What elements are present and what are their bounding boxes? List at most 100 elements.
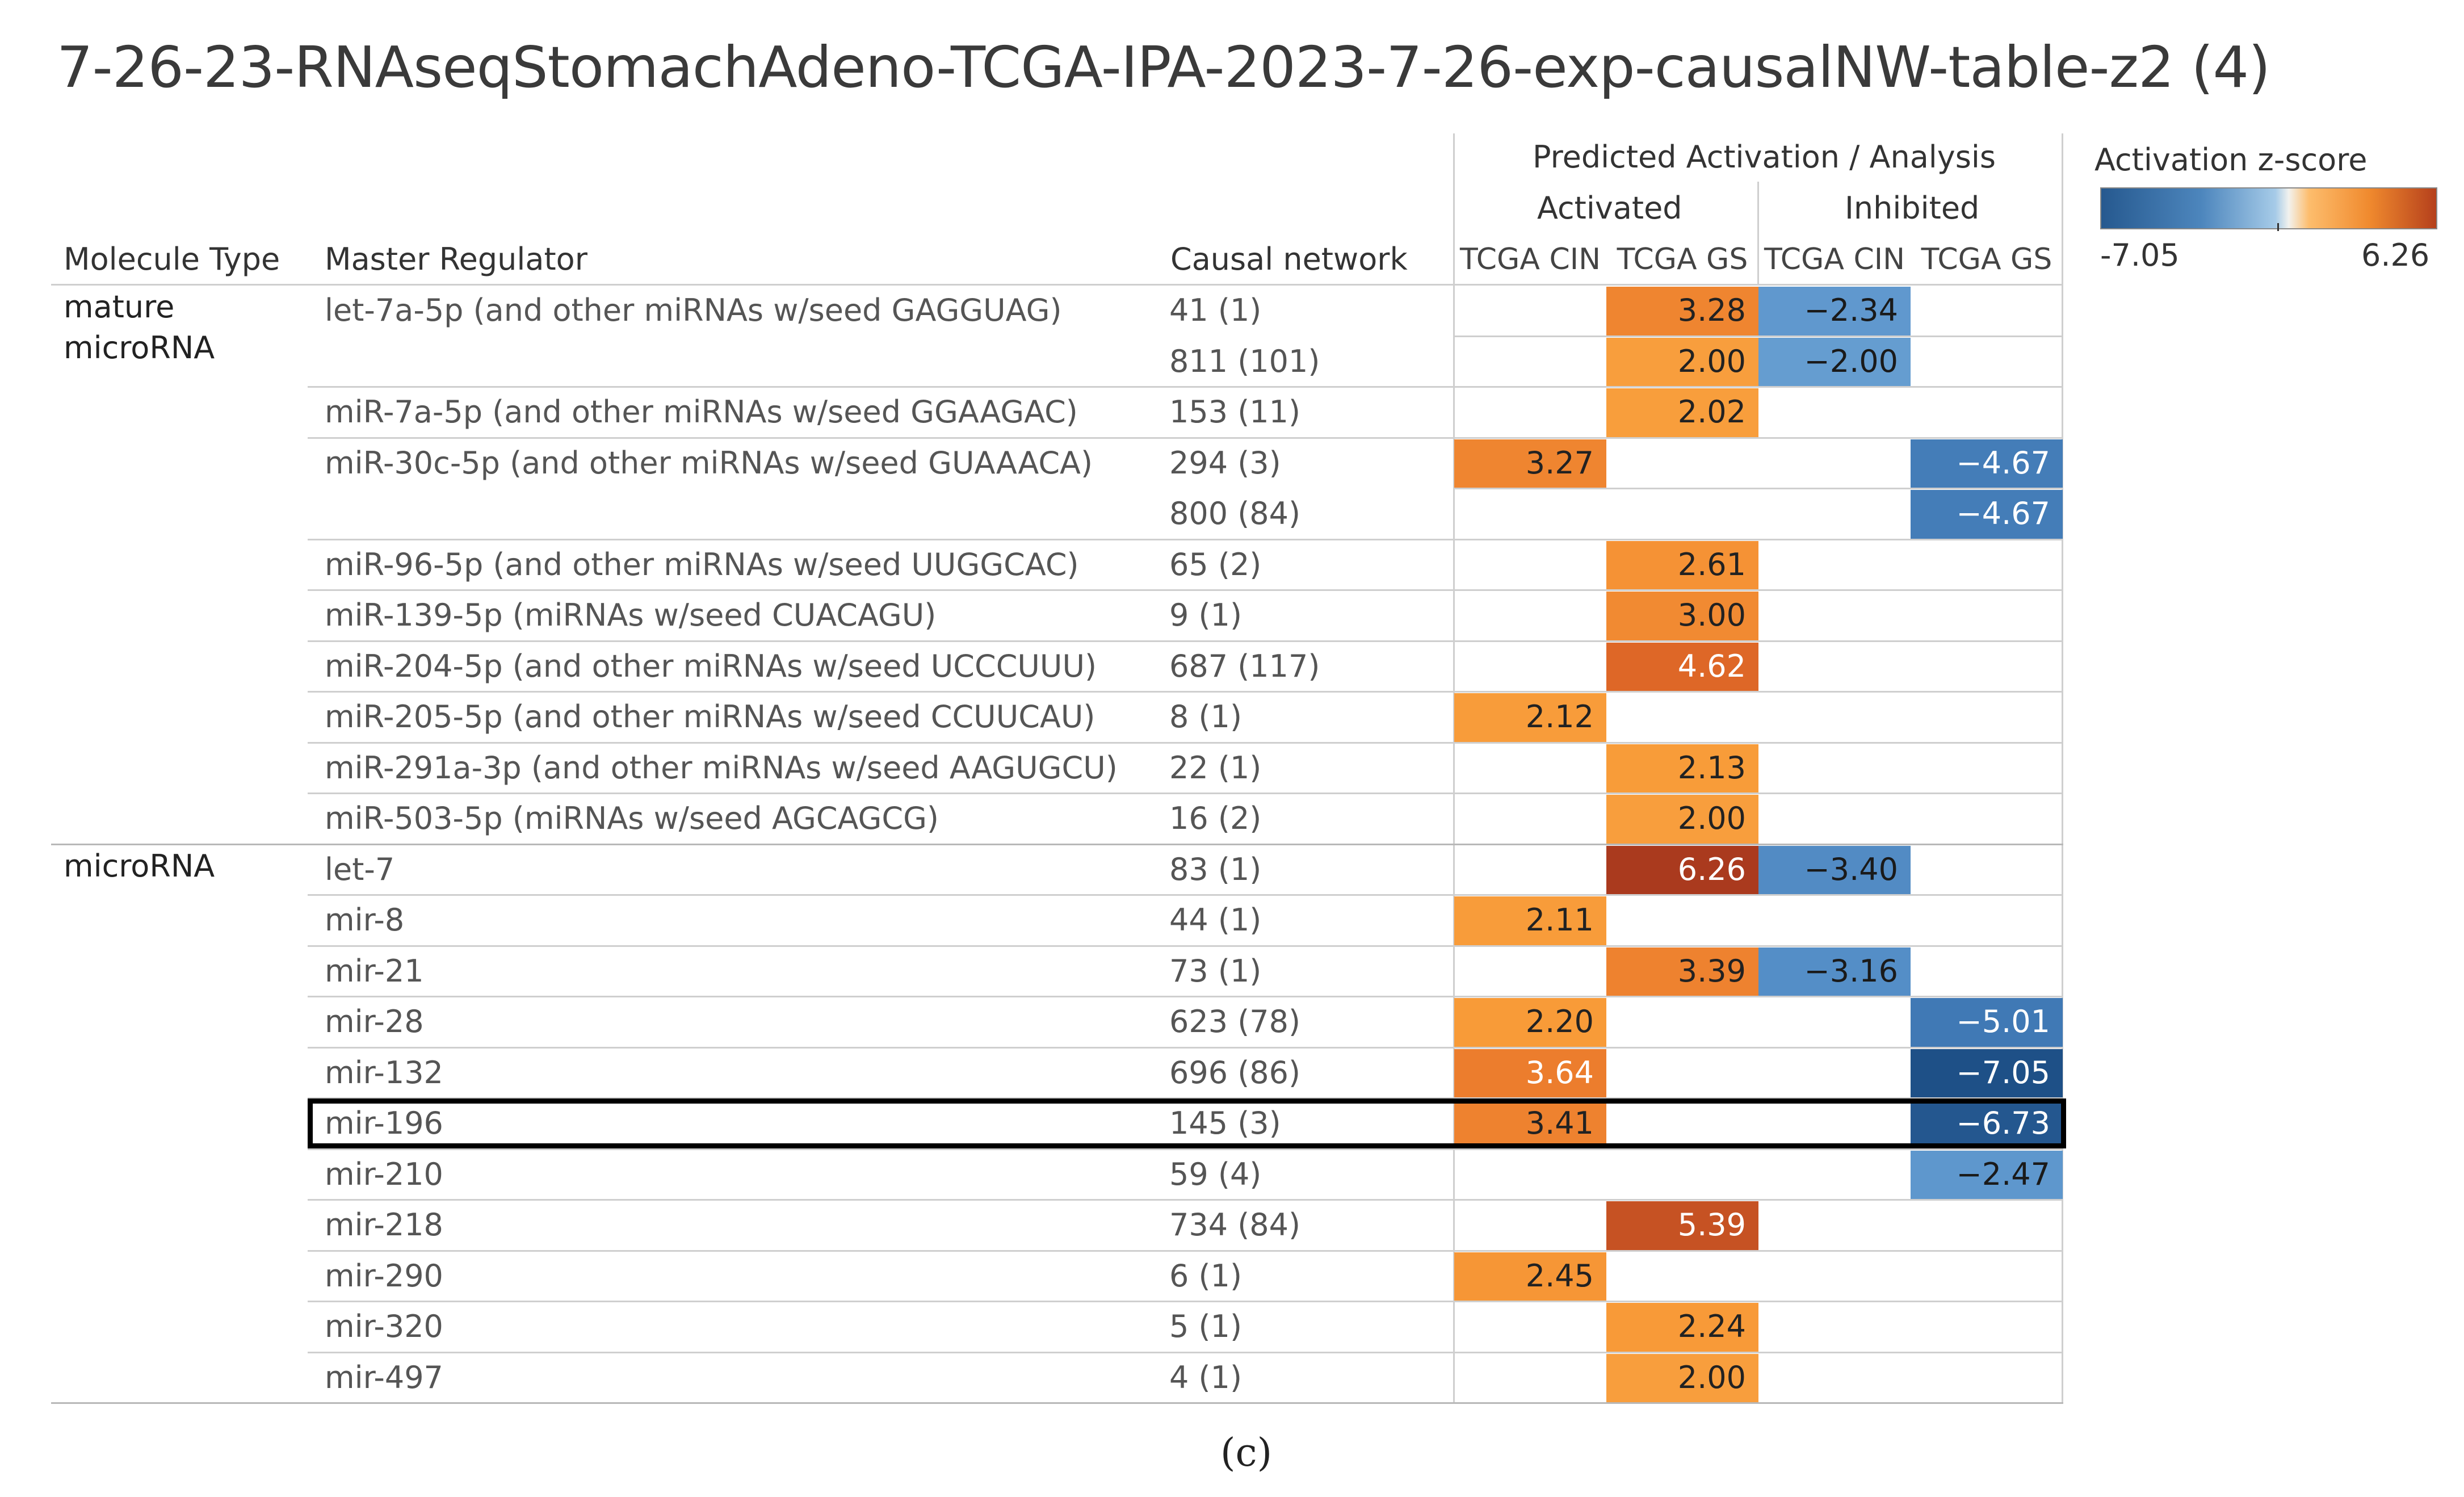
heatmap-cell: 2.00 <box>1606 1353 1758 1402</box>
causal-network-label: 145 (3) <box>1169 1105 1281 1141</box>
row-divider <box>308 741 2063 744</box>
legend-min-label: -7.05 <box>2100 237 2180 273</box>
table-row: mir-290 6 (1) 2.45 <box>51 1251 2066 1302</box>
master-regulator-label: mir-8 <box>325 902 405 938</box>
causal-network-label: 734 (84) <box>1169 1207 1301 1243</box>
row-divider <box>308 691 2063 693</box>
molecule-type-label: mature microRNA <box>64 289 215 366</box>
heatmap-cell: 2.12 <box>1454 693 1606 742</box>
master-regulator-label: miR-96-5p (and other miRNAs w/seed UUGGC… <box>325 546 1079 582</box>
row-divider <box>308 1249 2063 1252</box>
causal-network-label: 811 (101) <box>1169 343 1320 379</box>
legend-title: Activation z-score <box>2094 142 2368 178</box>
causal-network-label: 6 (1) <box>1169 1257 1243 1294</box>
row-divider <box>308 996 2063 997</box>
legend-tick <box>2277 223 2279 231</box>
table-row: mir-8 44 (1) 2.11 <box>51 895 2066 946</box>
row-divider <box>51 843 2063 845</box>
inhibited-header: Inhibited <box>1845 190 1980 226</box>
row-divider <box>308 538 2063 540</box>
col-header-inhibited-gs: TCGA GS <box>1921 242 2052 276</box>
causal-network-label: 65 (2) <box>1169 546 1262 582</box>
master-regulator-label: miR-7a-5p (and other miRNAs w/seed GGAAG… <box>325 394 1078 430</box>
heatmap-cell: −2.34 <box>1758 287 1911 336</box>
heatmap-cell: 2.00 <box>1606 337 1758 386</box>
table-row: mir-320 5 (1) 2.24 <box>51 1302 2066 1353</box>
row-divider <box>308 1199 2063 1201</box>
header-divider <box>1453 133 1455 1402</box>
causal-network-label: 294 (3) <box>1169 445 1281 481</box>
master-regulator-header: Master Regulator <box>325 241 587 277</box>
master-regulator-label: mir-290 <box>325 1257 443 1294</box>
causal-network-label: 16 (2) <box>1169 800 1262 836</box>
causal-network-label: 4 (1) <box>1169 1359 1243 1395</box>
row-divider <box>308 640 2063 642</box>
table-row: mir-21 73 (1) 3.39 −3.16 <box>51 946 2066 997</box>
heatmap-cell: 6.26 <box>1606 845 1758 894</box>
master-regulator-label: miR-139-5p (miRNAs w/seed CUACAGU) <box>325 597 937 633</box>
heatmap-cell: 2.61 <box>1606 540 1758 589</box>
master-regulator-label: miR-205-5p (and other miRNAs w/seed CCUU… <box>325 699 1095 735</box>
col-header-inhibited-cin: TCGA CIN <box>1764 242 1905 276</box>
heatmap-cell: 2.02 <box>1606 388 1758 437</box>
col-header-activated-gs: TCGA GS <box>1617 242 1748 276</box>
master-regulator-label: mir-218 <box>325 1207 443 1243</box>
table-row: miR-139-5p (miRNAs w/seed CUACAGU) 9 (1) 3… <box>51 590 2066 641</box>
heatmap-cell: −2.00 <box>1758 337 1911 386</box>
page-title: 7-26-23-RNAseqStomachAdeno-TCGA-IPA-2023… <box>57 34 2270 100</box>
master-regulator-label: let-7a-5p (and other miRNAs w/seed GAGGU… <box>325 292 1062 328</box>
row-divider <box>308 945 2063 947</box>
heatmap-cell: −5.01 <box>1911 998 2063 1047</box>
molecule-type-label: microRNA <box>64 848 215 884</box>
heatmap-cell: 2.13 <box>1606 744 1758 792</box>
causal-network-label: 5 (1) <box>1169 1309 1243 1344</box>
table-row: mir-497 4 (1) 2.00 <box>51 1353 2066 1404</box>
row-divider <box>308 894 2063 896</box>
causal-network-label: 687 (117) <box>1169 648 1320 684</box>
heatmap-cell: 3.27 <box>1454 439 1606 488</box>
master-regulator-label: miR-291a-3p (and other miRNAs w/seed AAG… <box>325 749 1118 786</box>
heatmap-cell: −2.47 <box>1911 1150 2063 1199</box>
table-row: 811 (101) 2.00 −2.00 <box>51 337 2066 388</box>
table-row: microRNA let-7 83 (1) 6.26 −3.40 <box>51 845 2066 896</box>
table-row: mir-132 696 (86) 3.64 −7.05 <box>51 1048 2066 1099</box>
activated-header: Activated <box>1537 190 1682 226</box>
table-row: miR-503-5p (miRNAs w/seed AGCAGCG) 16 (2)… <box>51 794 2066 845</box>
heatmap-cell: 3.28 <box>1606 287 1758 336</box>
figure-caption: (c) <box>1220 1431 1273 1475</box>
row-divider <box>308 1351 2063 1353</box>
heatmap-cell: −4.67 <box>1911 439 2063 488</box>
molecule-type-header: Molecule Type <box>64 241 280 277</box>
causal-network-label: 59 (4) <box>1169 1156 1262 1192</box>
row-divider <box>308 1148 2063 1150</box>
heatmap-cell: 2.11 <box>1454 896 1606 945</box>
heatmap-cell: 5.39 <box>1606 1201 1758 1250</box>
master-regulator-label: mir-21 <box>325 953 424 989</box>
row-divider <box>1453 335 2063 337</box>
master-regulator-label: mir-497 <box>325 1359 443 1395</box>
causal-network-header: Causal network <box>1170 241 1408 277</box>
heatmap-cell: 2.24 <box>1606 1303 1758 1352</box>
table-row: miR-30c-5p (and other miRNAs w/seed GUAA… <box>51 438 2066 489</box>
causal-network-label: 8 (1) <box>1169 699 1243 735</box>
master-regulator-label: miR-204-5p (and other miRNAs w/seed UCCC… <box>325 648 1097 684</box>
heatmap-cell: −3.40 <box>1758 845 1911 894</box>
row-divider <box>308 589 2063 591</box>
table-row: mir-28 623 (78) 2.20 −5.01 <box>51 997 2066 1048</box>
heatmap-cell: 3.39 <box>1606 947 1758 996</box>
master-regulator-label: miR-30c-5p (and other miRNAs w/seed GUAA… <box>325 445 1093 481</box>
table-row: mir-218 734 (84) 5.39 <box>51 1200 2066 1251</box>
legend-max-label: 6.26 <box>2361 237 2430 273</box>
heatmap-cell: 3.00 <box>1606 592 1758 640</box>
row-divider <box>1453 488 2063 489</box>
table-row: 800 (84) −4.67 <box>51 489 2066 540</box>
row-divider <box>51 1402 2063 1404</box>
heatmap-cell: 2.00 <box>1606 795 1758 844</box>
master-regulator-label: mir-28 <box>325 1004 424 1039</box>
row-divider <box>308 792 2063 794</box>
heatmap-cell: 2.45 <box>1454 1252 1606 1301</box>
master-regulator-label: mir-132 <box>325 1054 443 1091</box>
header-divider <box>2062 133 2063 1402</box>
col-header-activated-cin: TCGA CIN <box>1460 242 1601 276</box>
row-divider <box>308 386 2063 388</box>
